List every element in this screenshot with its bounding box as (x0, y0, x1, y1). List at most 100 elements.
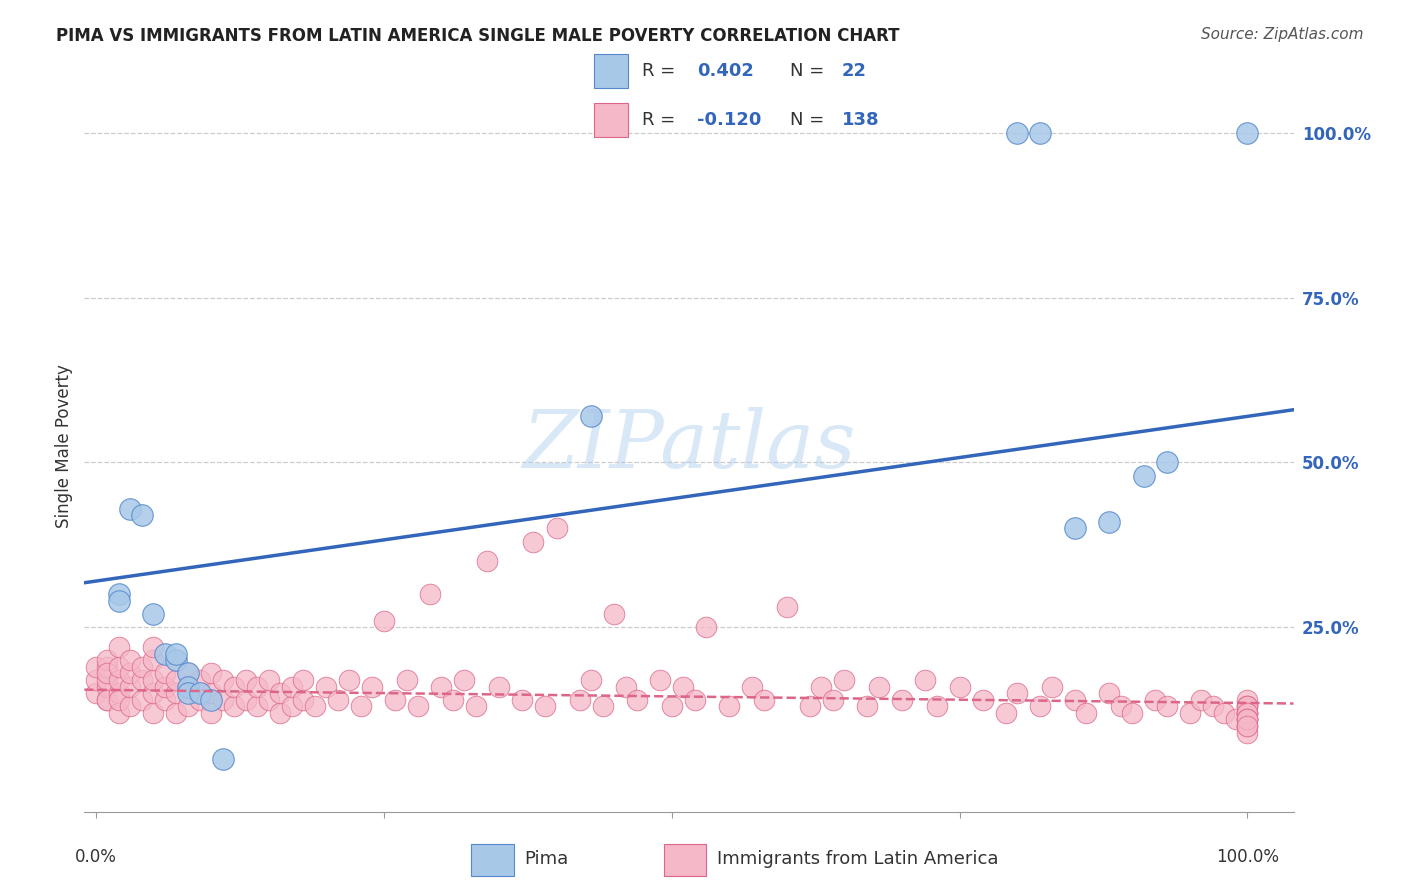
Point (1133, 468, 1156, 483)
Point (373, 614, 395, 628)
Point (166, 653, 188, 667)
Point (834, 673, 856, 687)
Point (120, 666, 142, 681)
Point (108, 594, 131, 608)
Text: Pima: Pima (524, 849, 569, 868)
Point (153, 666, 176, 681)
Point (1156, 455, 1178, 469)
Point (718, 699, 741, 714)
Point (868, 680, 890, 694)
Point (534, 699, 557, 714)
Bar (664, 844, 706, 876)
Point (108, 587, 131, 601)
Text: 0.0%: 0.0% (75, 848, 117, 866)
Point (246, 680, 269, 694)
Point (1213, 706, 1236, 720)
Point (1236, 699, 1258, 714)
Point (925, 699, 948, 714)
Point (1098, 515, 1121, 529)
Point (200, 692, 222, 706)
Point (177, 686, 200, 700)
Point (177, 680, 200, 694)
Point (211, 692, 233, 706)
Point (200, 706, 222, 720)
Point (131, 508, 153, 523)
Point (200, 686, 222, 700)
Point (1063, 521, 1085, 535)
Point (1236, 699, 1258, 714)
Point (131, 692, 153, 706)
Point (603, 607, 626, 621)
Point (177, 699, 200, 714)
Point (96, 653, 118, 667)
Point (108, 673, 131, 687)
Point (166, 686, 188, 700)
Point (1063, 692, 1085, 706)
Point (304, 699, 326, 714)
Point (752, 692, 775, 706)
Point (96, 666, 118, 681)
Point (799, 699, 821, 714)
Text: R =: R = (643, 62, 681, 79)
Point (361, 680, 384, 694)
Point (579, 409, 602, 424)
Point (120, 680, 142, 694)
Point (142, 706, 165, 720)
Point (131, 673, 153, 687)
Point (177, 680, 200, 694)
Text: Source: ZipAtlas.com: Source: ZipAtlas.com (1201, 27, 1364, 42)
Point (292, 673, 315, 687)
Point (810, 680, 832, 694)
Point (153, 647, 176, 661)
Point (1236, 699, 1258, 714)
Point (488, 680, 510, 694)
Point (166, 653, 188, 667)
Point (350, 699, 373, 714)
Point (108, 659, 131, 673)
Point (592, 699, 614, 714)
Point (131, 659, 153, 673)
Text: N =: N = (790, 62, 830, 79)
Point (1005, 126, 1028, 140)
Point (1236, 719, 1258, 733)
Point (153, 692, 176, 706)
Point (1236, 713, 1258, 727)
Point (1076, 706, 1098, 720)
Point (257, 673, 280, 687)
Point (477, 554, 499, 568)
Point (337, 673, 360, 687)
Point (1098, 686, 1121, 700)
Point (626, 692, 648, 706)
Point (188, 692, 211, 706)
Point (419, 587, 441, 601)
Point (120, 501, 142, 516)
Point (222, 699, 245, 714)
Point (166, 706, 188, 720)
Point (384, 692, 406, 706)
Bar (471, 844, 515, 876)
Point (395, 673, 418, 687)
Point (546, 521, 568, 535)
Point (280, 699, 302, 714)
Point (177, 666, 200, 681)
Text: PIMA VS IMMIGRANTS FROM LATIN AMERICA SINGLE MALE POVERTY CORRELATION CHART: PIMA VS IMMIGRANTS FROM LATIN AMERICA SI… (56, 27, 900, 45)
Point (96, 659, 118, 673)
Point (1236, 706, 1258, 720)
Point (994, 706, 1017, 720)
Point (177, 666, 200, 681)
Point (280, 680, 302, 694)
Point (200, 666, 222, 681)
Point (776, 600, 799, 615)
Point (1236, 706, 1258, 720)
Point (1236, 725, 1258, 739)
Point (568, 692, 591, 706)
Text: -0.120: -0.120 (697, 111, 762, 129)
Bar (593, 103, 628, 137)
Point (1236, 713, 1258, 727)
Point (1236, 719, 1258, 733)
Point (441, 692, 464, 706)
Point (683, 692, 706, 706)
Point (1040, 680, 1063, 694)
Point (972, 692, 994, 706)
Point (522, 534, 544, 549)
